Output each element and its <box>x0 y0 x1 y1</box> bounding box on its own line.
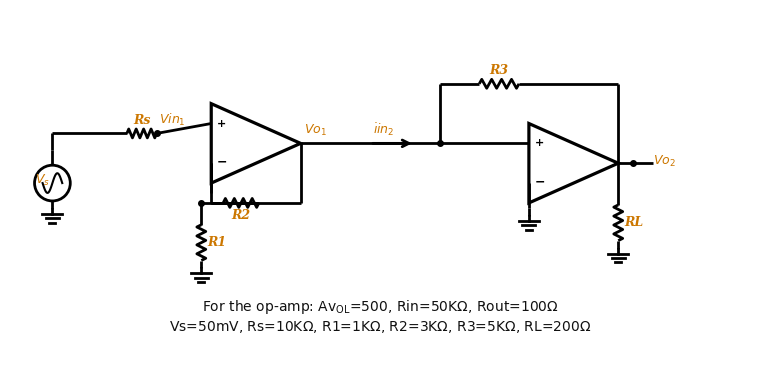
Text: $Vin_1$: $Vin_1$ <box>159 112 185 129</box>
Text: +: + <box>535 138 544 148</box>
Text: $V_s$: $V_s$ <box>34 173 49 188</box>
Text: $Vo_2$: $Vo_2$ <box>653 154 676 169</box>
Text: Rs: Rs <box>133 114 150 127</box>
Text: R1: R1 <box>207 236 227 249</box>
Text: $\dot{\imath}in_2$: $\dot{\imath}in_2$ <box>373 122 394 139</box>
Text: +: + <box>217 119 226 129</box>
Text: −: − <box>217 156 228 169</box>
Text: For the op-amp: Av$_{\mathrm{OL}}$=500, Rin=50K$\Omega$, Rout=100$\Omega$: For the op-amp: Av$_{\mathrm{OL}}$=500, … <box>201 298 559 316</box>
Text: Vs=50mV, Rs=10K$\Omega$, R1=1K$\Omega$, R2=3K$\Omega$, R3=5K$\Omega$, RL=200$\Om: Vs=50mV, Rs=10K$\Omega$, R1=1K$\Omega$, … <box>169 319 591 335</box>
Text: R2: R2 <box>232 209 251 222</box>
Text: RL: RL <box>624 216 643 229</box>
Text: R3: R3 <box>489 64 508 77</box>
Text: $Vo_1$: $Vo_1$ <box>303 123 327 139</box>
Text: −: − <box>535 176 546 189</box>
